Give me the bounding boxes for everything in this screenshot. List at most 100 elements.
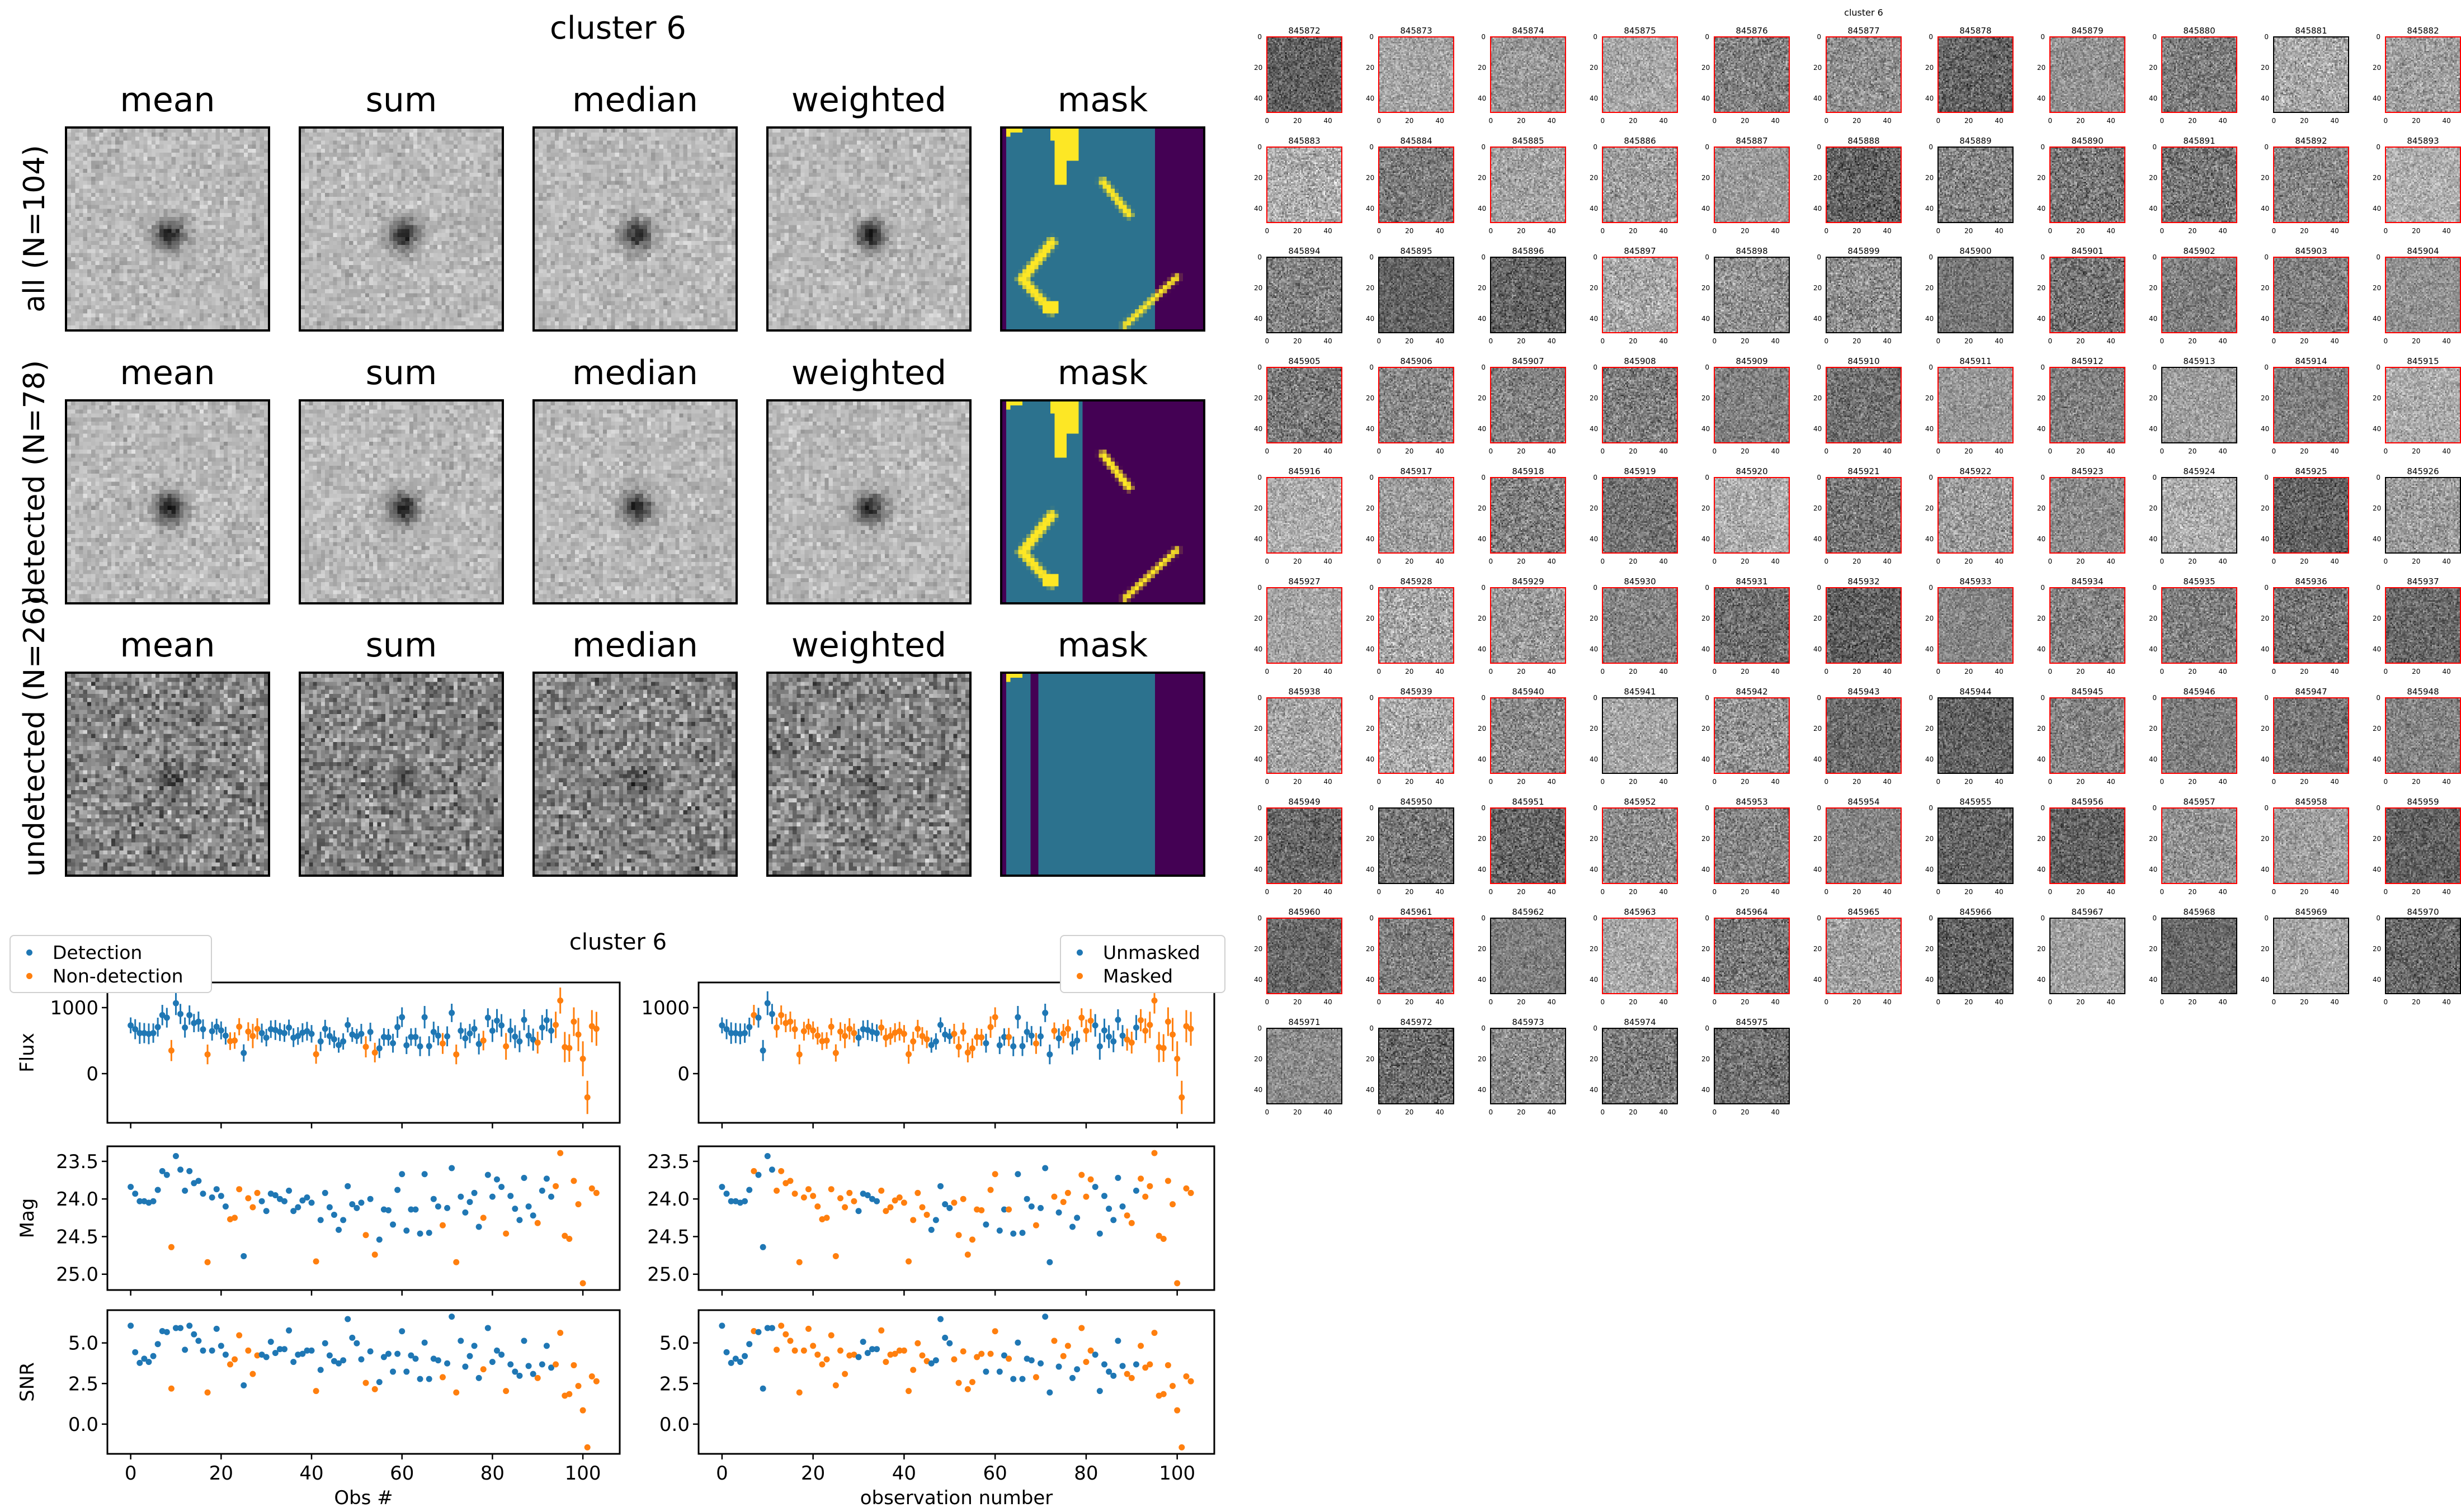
- mask-image: [1000, 672, 1205, 877]
- thumbnail-y-tick-label: 0: [1929, 584, 1933, 592]
- thumbnail-y-tick-label: 20: [1366, 394, 1375, 403]
- thumbnail-x-tick-label: 40: [1659, 337, 1668, 345]
- data-point: [764, 1152, 771, 1159]
- data-point: [435, 1032, 441, 1039]
- data-point: [855, 1208, 862, 1215]
- thumbnail-title: 845954: [1847, 797, 1880, 807]
- data-point: [458, 1193, 464, 1200]
- thumbnail-title: 845946: [2183, 687, 2215, 697]
- data-point: [475, 1223, 482, 1230]
- data-point: [154, 1024, 161, 1031]
- data-point: [218, 1027, 224, 1034]
- data-point: [449, 1165, 455, 1171]
- thumbnail-y-tick-label: 0: [2264, 804, 2269, 812]
- data-point: [1119, 1203, 1126, 1210]
- thumbnail-y-tick-label: 0: [1705, 253, 1709, 262]
- data-point: [521, 1017, 527, 1023]
- thumbnail-x-tick-label: 40: [1659, 668, 1668, 675]
- data-point: [869, 1196, 875, 1202]
- thumbnail-x-tick-label: 20: [2300, 557, 2309, 565]
- thumbnail-y-tick-label: 20: [2037, 725, 2046, 733]
- thumbnail-x-tick-label: 40: [1323, 447, 1332, 455]
- thumbnail-y-tick-label: 40: [2373, 645, 2382, 653]
- thumbnail-title: 845948: [2407, 687, 2439, 697]
- thumbnail-x-tick-label: 20: [1629, 998, 1638, 1006]
- thumbnail-y-tick-label: 40: [2373, 755, 2382, 763]
- data-point: [399, 1171, 406, 1178]
- thumbnail-x-tick-label: 40: [1771, 557, 1780, 565]
- thumbnail-x-tick-label: 20: [2412, 447, 2421, 455]
- thumbnail-y-tick-label: 40: [2261, 94, 2270, 102]
- thumbnail-x-tick-label: 20: [2076, 778, 2085, 786]
- data-point: [951, 1031, 958, 1037]
- thumbnail-y-tick-label: 20: [2261, 394, 2270, 403]
- data-point: [290, 1359, 297, 1365]
- data-point: [358, 1199, 365, 1206]
- data-point: [1115, 1017, 1121, 1023]
- data-point: [322, 1189, 328, 1196]
- thumbnail-x-tick-label: 40: [1435, 447, 1444, 455]
- data-point: [946, 1204, 953, 1211]
- y-tick-label: 25.0: [56, 1264, 98, 1286]
- data-point: [1078, 1171, 1085, 1178]
- thumbnail-title: 845906: [1400, 356, 1432, 366]
- thumbnail-image: [1826, 697, 1902, 774]
- data-point: [539, 1187, 545, 1194]
- thumbnail-y-tick-label: 40: [2261, 645, 2270, 653]
- data-point: [475, 1374, 482, 1381]
- data-point: [371, 1049, 378, 1056]
- data-point: [1028, 1203, 1035, 1210]
- data-point: [548, 1027, 555, 1034]
- data-point: [896, 1028, 903, 1034]
- thumbnail-x-tick-label: 40: [2442, 227, 2451, 235]
- data-point: [232, 1215, 238, 1221]
- thumbnail-y-tick-label: 20: [1254, 835, 1263, 843]
- thumbnail-y-tick-label: 0: [1705, 584, 1709, 592]
- data-point: [742, 1030, 748, 1037]
- data-point: [1142, 1027, 1149, 1034]
- data-point: [593, 1378, 600, 1385]
- data-point: [182, 1187, 188, 1194]
- data-point: [163, 1014, 170, 1021]
- thumbnail-x-tick-label: 0: [1488, 1108, 1493, 1116]
- data-point: [1133, 1361, 1139, 1368]
- data-point: [191, 1331, 197, 1338]
- thumbnail-y-tick-label: 0: [1593, 253, 1597, 262]
- thumbnail-title: 845876: [1736, 26, 1768, 36]
- data-point: [1087, 1176, 1094, 1183]
- data-point: [851, 1352, 857, 1358]
- thumbnail-y-tick-label: 0: [2376, 143, 2380, 152]
- y-tick-label: 0.0: [659, 1414, 690, 1436]
- column-title-mean: mean: [120, 81, 215, 120]
- data-point: [308, 1031, 315, 1037]
- data-point: [1133, 1024, 1139, 1031]
- thumbnail-x-tick-label: 0: [1376, 668, 1382, 675]
- thumbnail-x-tick-label: 0: [2271, 447, 2276, 455]
- data-point: [204, 1389, 211, 1396]
- data-point: [864, 1192, 871, 1198]
- thumbnail-y-tick-label: 0: [1257, 474, 1262, 482]
- thumbnail-y-tick-label: 0: [2264, 914, 2269, 923]
- thumbnail-title: 845938: [1288, 687, 1321, 697]
- data-point: [331, 1036, 337, 1043]
- thumbnail-x-tick-label: 40: [1435, 888, 1444, 896]
- thumbnail-y-tick-label: 20: [2149, 394, 2158, 403]
- thumbnail-image: [1490, 807, 1566, 884]
- thumbnail-x-tick-label: 20: [1852, 337, 1861, 345]
- thumbnail-title: 845873: [1400, 26, 1432, 36]
- thumbnail-image: [1378, 807, 1454, 884]
- thumbnail-image: [2385, 147, 2461, 223]
- thumbnail-y-tick-label: 40: [1254, 865, 1263, 873]
- thumbnail-y-tick-label: 40: [1701, 204, 1710, 212]
- column-title-weighted: weighted: [791, 81, 947, 120]
- thumbnail-y-tick-label: 40: [1254, 975, 1263, 984]
- thumbnail-image: [1714, 147, 1790, 223]
- data-point: [394, 1187, 401, 1193]
- thumbnail-x-tick-label: 40: [1323, 1108, 1332, 1116]
- data-point: [498, 1352, 505, 1358]
- thumbnail-y-tick-label: 40: [2037, 314, 2046, 323]
- stacked-stamp-image: [766, 672, 972, 877]
- data-point: [1174, 1280, 1181, 1287]
- data-point: [403, 1368, 410, 1375]
- thumbnail-x-tick-label: 40: [1323, 337, 1332, 345]
